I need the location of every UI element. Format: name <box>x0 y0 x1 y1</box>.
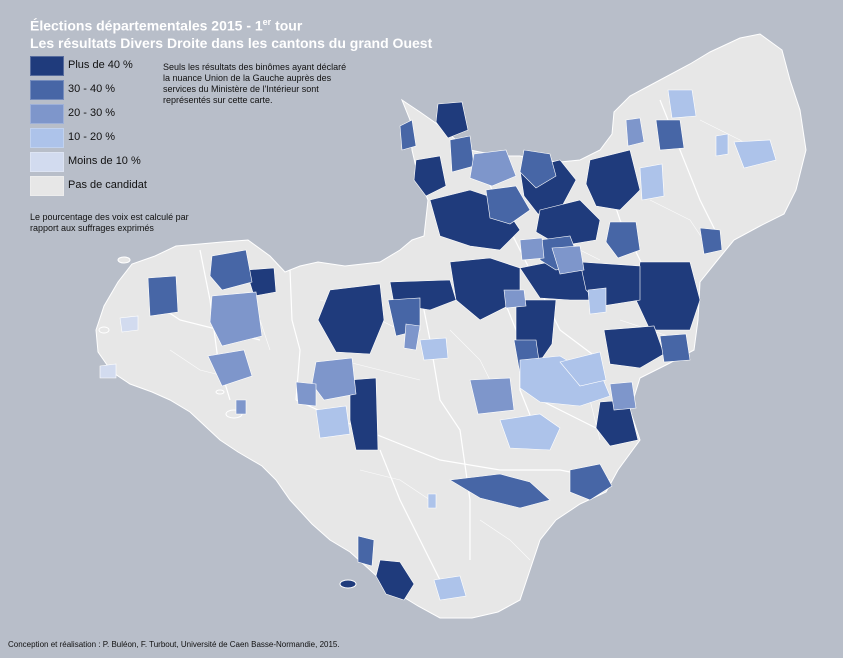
cantons-10-20 <box>315 89 777 601</box>
cantons-20-30 <box>207 117 645 415</box>
title-line-1-main: Élections départementales 2015 - 1 <box>30 17 263 34</box>
title-line-1-end: tour <box>271 17 303 34</box>
legend-swatch <box>30 104 64 124</box>
island-ouessant <box>117 256 131 264</box>
title-superscript: er <box>262 17 272 27</box>
title-line-1: Élections départementales 2015 - 1er tou… <box>30 14 432 35</box>
credits: Conception et réalisation : P. Buléon, F… <box>8 640 340 649</box>
cantons-plus-40 <box>245 101 701 601</box>
legend-swatch <box>30 128 64 148</box>
legend-label: 10 - 20 % <box>68 131 116 143</box>
legend-label: Pas de candidat <box>68 179 147 191</box>
legend-swatch <box>30 152 64 172</box>
cantons-moins-10 <box>99 315 139 379</box>
title-line-2: Les résultats Divers Droite dans les can… <box>30 34 433 51</box>
legend-swatch <box>30 56 64 76</box>
note-percentage: Le pourcentage des voix est calculé par … <box>30 212 189 233</box>
legend-label: 20 - 30 % <box>68 107 116 119</box>
legend-swatch <box>30 80 64 100</box>
island-groix <box>215 389 225 395</box>
legend-label: Moins de 10 % <box>68 155 141 167</box>
legend-label: Plus de 40 % <box>68 59 133 71</box>
island-sein <box>98 326 110 334</box>
legend-swatch <box>30 176 64 196</box>
island-yeu <box>339 579 357 589</box>
note-nuance: Seuls les résultats des binômes ayant dé… <box>163 62 347 105</box>
map-title: Élections départementales 2015 - 1er tou… <box>30 14 432 52</box>
cantons-30-40 <box>147 119 723 567</box>
legend-label: 30 - 40 % <box>68 83 116 95</box>
